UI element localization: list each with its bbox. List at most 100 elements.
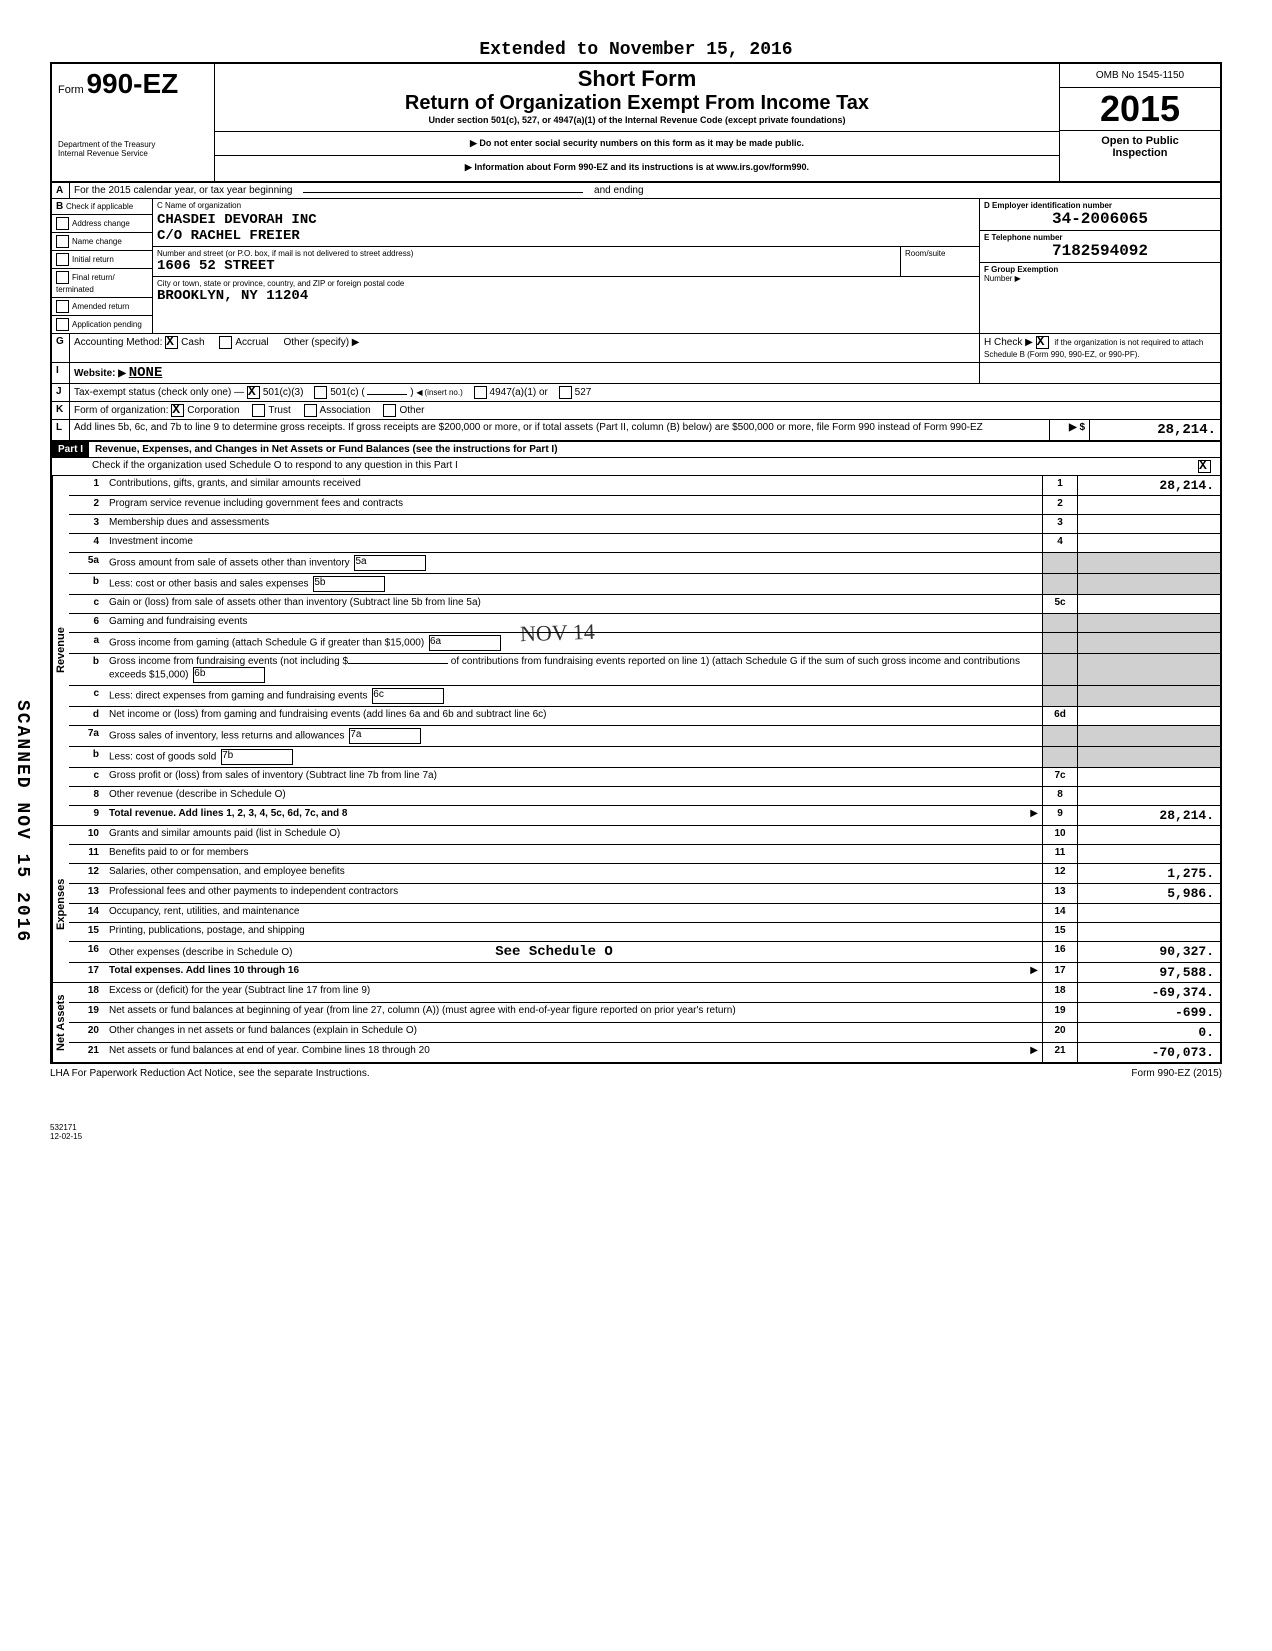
dept-treasury: Department of the Treasury — [58, 140, 208, 149]
line-5a-box[interactable]: 5a — [354, 555, 426, 571]
line-3-desc: Membership dues and assessments — [105, 515, 1042, 533]
lbl-trust: Trust — [268, 405, 290, 416]
chk-cash[interactable] — [165, 336, 178, 349]
line-4-amt — [1077, 534, 1220, 552]
line-11-amt — [1077, 845, 1220, 863]
org-name: CHASDEI DEVORAH INC — [153, 212, 979, 228]
lbl-initial-return: Initial return — [72, 255, 114, 264]
line-19-desc: Net assets or fund balances at beginning… — [105, 1003, 1042, 1022]
line-7b-desc: Less: cost of goods sold — [109, 752, 216, 763]
box-e-label: E Telephone number — [984, 233, 1216, 242]
lbl-accrual: Accrual — [235, 337, 268, 348]
lbl-4947: 4947(a)(1) or — [490, 387, 548, 398]
chk-accrual[interactable] — [219, 336, 232, 349]
box-f-num: Number ▶ — [984, 274, 1216, 283]
chk-final-return[interactable] — [56, 271, 69, 284]
line-a-end: and ending — [594, 185, 644, 196]
line-20-desc: Other changes in net assets or fund bala… — [105, 1023, 1042, 1042]
chk-trust[interactable] — [252, 404, 265, 417]
short-form-title: Short Form — [221, 66, 1053, 92]
line-6d-desc: Net income or (loss) from gaming and fun… — [105, 707, 1042, 725]
chk-other-org[interactable] — [383, 404, 396, 417]
form-code: 532171 12-02-15 — [50, 1123, 1222, 1141]
line-1-amt: 28,214. — [1077, 476, 1220, 495]
lbl-insert-no: (insert no.) — [416, 388, 462, 397]
chk-501c3[interactable] — [247, 386, 260, 399]
info-note: ▶ Information about Form 990-EZ and its … — [221, 162, 1053, 173]
lbl-app-pending: Application pending — [72, 320, 142, 329]
chk-name-change[interactable] — [56, 235, 69, 248]
form-footer: Form 990-EZ (2015) — [1131, 1068, 1222, 1079]
line-7a-desc: Gross sales of inventory, less returns a… — [109, 731, 344, 742]
line-15-desc: Printing, publications, postage, and shi… — [105, 923, 1042, 941]
ssn-note: ▶ Do not enter social security numbers o… — [221, 138, 1053, 149]
line-1-desc: Contributions, gifts, grants, and simila… — [105, 476, 1042, 495]
chk-4947[interactable] — [474, 386, 487, 399]
revenue-section-label: Revenue — [52, 476, 69, 825]
street-label: Number and street (or P.O. box, if mail … — [157, 249, 896, 258]
chk-amended[interactable] — [56, 300, 69, 313]
netassets-section-label: Net Assets — [52, 983, 69, 1062]
part1-label: Part I — [52, 442, 89, 457]
box-c-label: C Name of organization — [153, 199, 979, 212]
line-j-label: Tax-exempt status (check only one) — — [74, 387, 244, 398]
line-15-amt — [1077, 923, 1220, 941]
line-19-amt: -699. — [1077, 1003, 1220, 1022]
lbl-name-change: Name change — [72, 237, 122, 246]
scanned-stamp: SCANNED NOV 15 2016 — [12, 700, 32, 943]
line-6d-amt — [1077, 707, 1220, 725]
chk-address-change[interactable] — [56, 217, 69, 230]
line-6a-desc: Gross income from gaming (attach Schedul… — [109, 638, 424, 649]
line-12-desc: Salaries, other compensation, and employ… — [105, 864, 1042, 883]
chk-initial-return[interactable] — [56, 253, 69, 266]
omb-number: OMB No 1545-1150 — [1060, 64, 1220, 88]
line-6c-box[interactable]: 6c — [372, 688, 444, 704]
line-l-arrow: ▶ $ — [1050, 420, 1090, 440]
chk-assoc[interactable] — [304, 404, 317, 417]
phone: 7182594092 — [984, 242, 1216, 260]
line-16-note: See Schedule O — [495, 944, 613, 960]
line-l-text: Add lines 5b, 6c, and 7b to line 9 to de… — [74, 422, 983, 433]
line-21-amt: -70,073. — [1077, 1043, 1220, 1062]
line-20-amt: 0. — [1077, 1023, 1220, 1042]
extended-date: Extended to November 15, 2016 — [50, 40, 1222, 60]
line-17-desc: Total expenses. Add lines 10 through 16 — [109, 965, 299, 976]
city-label: City or town, state or province, country… — [157, 279, 975, 288]
line-7b-box[interactable]: 7b — [221, 749, 293, 765]
line-6a-box[interactable]: 6a — [429, 635, 501, 651]
chk-corp[interactable] — [171, 404, 184, 417]
tax-year: 2015 — [1060, 88, 1220, 130]
line-14-amt — [1077, 904, 1220, 922]
inspection: Inspection — [1064, 147, 1216, 159]
line-2-desc: Program service revenue including govern… — [105, 496, 1042, 514]
line-10-desc: Grants and similar amounts paid (list in… — [105, 826, 1042, 844]
line-3-amt — [1077, 515, 1220, 533]
line-6b-box[interactable]: 6b — [193, 667, 265, 683]
box-d-label: D Employer identification number — [984, 201, 1216, 210]
line-14-desc: Occupancy, rent, utilities, and maintena… — [105, 904, 1042, 922]
box-f-label: F Group Exemption — [984, 265, 1216, 274]
line-5b-desc: Less: cost or other basis and sales expe… — [109, 579, 309, 590]
line-a-text: For the 2015 calendar year, or tax year … — [74, 185, 292, 196]
lbl-address-change: Address change — [72, 219, 130, 228]
line-6b-desc: Gross income from fundraising events (no… — [109, 656, 348, 667]
chk-501c[interactable] — [314, 386, 327, 399]
line-10-amt — [1077, 826, 1220, 844]
line-21-desc: Net assets or fund balances at end of ye… — [109, 1045, 430, 1056]
chk-app-pending[interactable] — [56, 318, 69, 331]
line-18-amt: -69,374. — [1077, 983, 1220, 1002]
chk-527[interactable] — [559, 386, 572, 399]
line-l-amount: 28,214. — [1090, 420, 1220, 440]
line-8-amt — [1077, 787, 1220, 805]
line-11-desc: Benefits paid to or for members — [105, 845, 1042, 863]
city-state-zip: BROOKLYN, NY 11204 — [157, 288, 975, 304]
line-7a-box[interactable]: 7a — [349, 728, 421, 744]
line-5b-box[interactable]: 5b — [313, 576, 385, 592]
lbl-501c: 501(c) ( — [330, 387, 364, 398]
chk-schedule-b[interactable] — [1036, 336, 1049, 349]
form-header: Form 990-EZ Department of the Treasury I… — [50, 62, 1222, 183]
org-co: C/O RACHEL FREIER — [153, 228, 979, 246]
street: 1606 52 STREET — [157, 258, 896, 274]
chk-schedule-o[interactable] — [1198, 460, 1211, 473]
subtitle: Under section 501(c), 527, or 4947(a)(1)… — [221, 115, 1053, 125]
